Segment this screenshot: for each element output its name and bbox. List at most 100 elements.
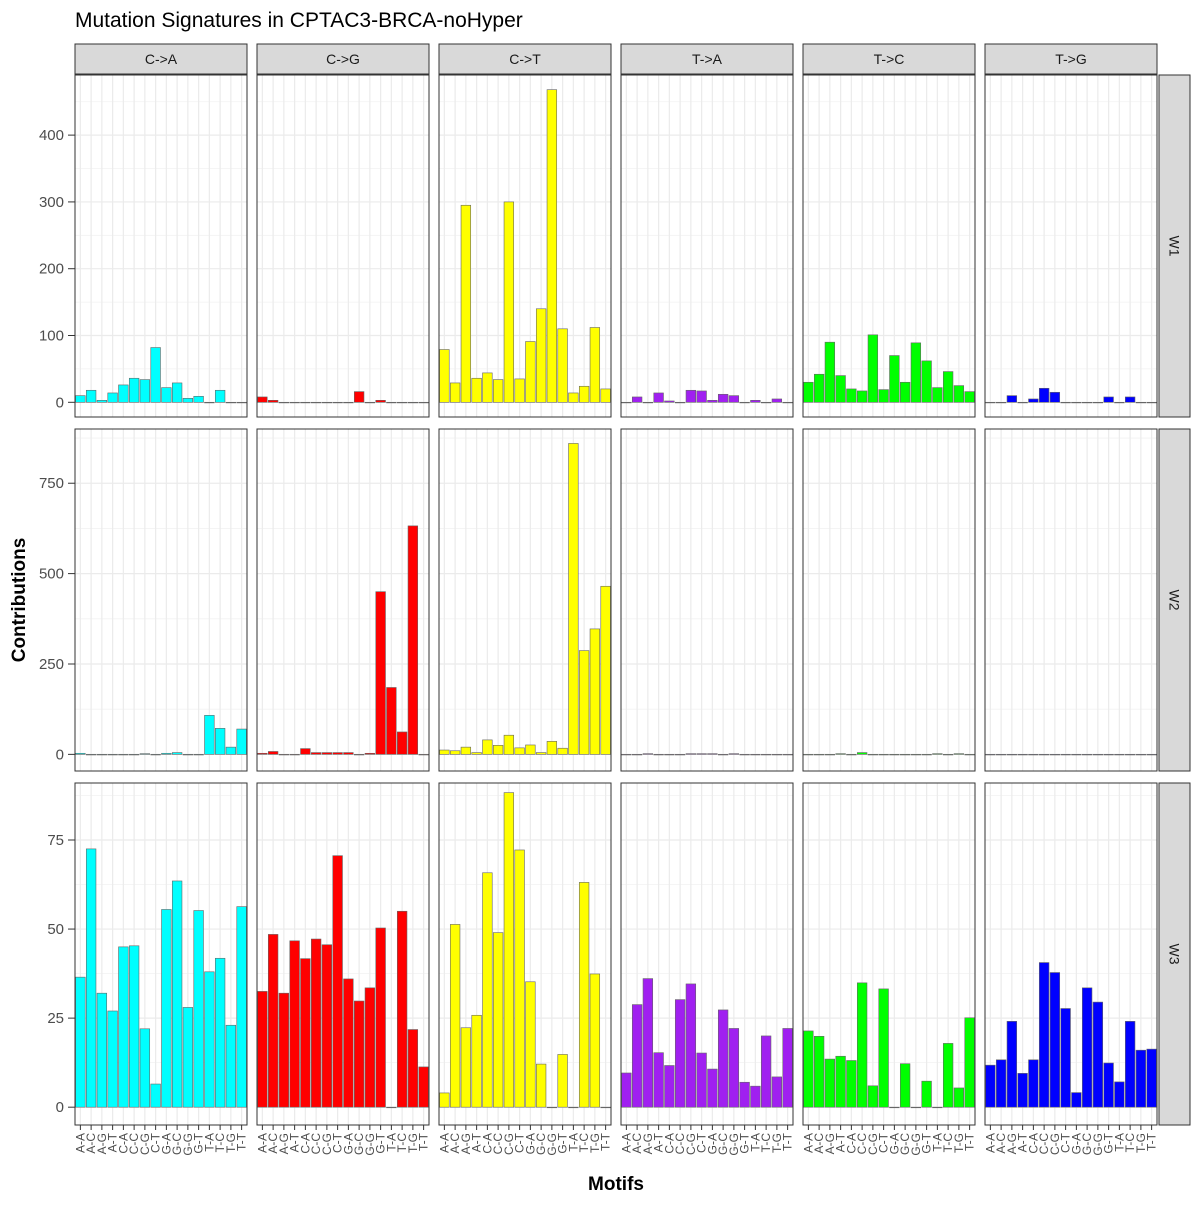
bar bbox=[236, 402, 247, 404]
bar bbox=[1081, 402, 1093, 404]
x-tick-label: A-T bbox=[1016, 1132, 1030, 1152]
panels-layer: C->A C->G C->T T->A T->C T->G W1 0 100 200 300 400 W… bbox=[39, 43, 1191, 1156]
x-tick-label: A-C bbox=[84, 1133, 98, 1154]
x-tick-label: T-T bbox=[599, 1132, 613, 1151]
panel-border bbox=[74, 74, 248, 418]
x-tick-label: G-C bbox=[352, 1133, 366, 1155]
bar bbox=[578, 385, 590, 403]
bar bbox=[375, 400, 386, 403]
bar bbox=[707, 400, 718, 403]
panel-W3-C-to-A bbox=[74, 782, 248, 1126]
y-tick-label: 300 bbox=[39, 194, 64, 211]
bar bbox=[535, 752, 547, 755]
bar bbox=[310, 402, 322, 404]
bar bbox=[856, 982, 868, 1108]
x-tick-label: C-G bbox=[1048, 1133, 1062, 1155]
bar bbox=[771, 1076, 783, 1108]
x-tick-label: T-A bbox=[202, 1133, 216, 1152]
x-tick-label: C-C bbox=[491, 1133, 505, 1155]
bar bbox=[1071, 754, 1082, 756]
panel-W3-T-to-G bbox=[984, 782, 1158, 1126]
x-tick-label: A-G bbox=[1005, 1133, 1019, 1154]
bar bbox=[557, 747, 568, 755]
bar bbox=[578, 882, 590, 1108]
bar bbox=[750, 400, 761, 403]
panel-border bbox=[256, 74, 430, 418]
bar bbox=[878, 754, 889, 756]
bar bbox=[514, 849, 525, 1108]
bar bbox=[321, 402, 333, 404]
bar bbox=[535, 1063, 547, 1108]
bar bbox=[418, 402, 429, 404]
bar bbox=[685, 753, 697, 755]
x-tick-label: T-G bbox=[406, 1133, 420, 1153]
panel-border bbox=[984, 428, 1158, 772]
bar bbox=[1114, 402, 1125, 404]
bar bbox=[867, 754, 879, 756]
bar bbox=[332, 402, 343, 404]
bar bbox=[1092, 754, 1104, 756]
x-tick-label: T-C bbox=[213, 1133, 227, 1153]
bar bbox=[739, 754, 750, 756]
bar bbox=[471, 752, 482, 755]
bar bbox=[118, 754, 129, 756]
bar bbox=[96, 754, 108, 756]
bar bbox=[707, 1068, 718, 1108]
bar bbox=[343, 752, 354, 755]
bar bbox=[332, 855, 343, 1108]
panel-border bbox=[984, 782, 1158, 1126]
bar bbox=[492, 932, 504, 1108]
bar bbox=[631, 754, 643, 756]
bar bbox=[932, 753, 943, 755]
bar bbox=[161, 909, 172, 1108]
bar bbox=[118, 946, 129, 1108]
x-tick-label: C-T bbox=[331, 1132, 345, 1153]
x-tick-label: G-A bbox=[887, 1133, 901, 1154]
bar bbox=[707, 753, 718, 755]
signature-strip-label: W3 bbox=[1167, 944, 1183, 965]
bar bbox=[75, 752, 86, 755]
bar bbox=[589, 973, 601, 1108]
bar bbox=[128, 945, 140, 1108]
bar bbox=[1060, 402, 1071, 404]
bar bbox=[942, 371, 954, 403]
panel-border bbox=[74, 782, 248, 1126]
bar bbox=[386, 1106, 397, 1109]
y-tick-label: 50 bbox=[47, 921, 64, 938]
bar bbox=[150, 1083, 161, 1108]
bar bbox=[578, 650, 590, 755]
x-tick-label: A-A bbox=[73, 1133, 87, 1153]
bar bbox=[942, 754, 954, 756]
bar bbox=[717, 1009, 729, 1108]
bar bbox=[107, 392, 118, 403]
bar bbox=[492, 379, 504, 403]
bar bbox=[375, 591, 386, 755]
bar bbox=[236, 906, 247, 1108]
bar bbox=[289, 754, 300, 756]
bar bbox=[139, 379, 151, 403]
x-tick-label: C-T bbox=[877, 1132, 891, 1153]
bar bbox=[364, 987, 376, 1108]
panel-W1-T-to-C bbox=[802, 74, 976, 418]
bar bbox=[182, 1007, 194, 1108]
y-tick-label: 500 bbox=[39, 566, 64, 583]
bar bbox=[471, 1014, 482, 1108]
x-tick-label: C-C bbox=[309, 1133, 323, 1155]
bar bbox=[503, 792, 515, 1108]
bar bbox=[642, 978, 654, 1108]
bar bbox=[214, 728, 226, 755]
bar bbox=[514, 747, 525, 755]
x-tick-label: T-T bbox=[963, 1132, 977, 1151]
panel-background bbox=[75, 429, 247, 771]
bar bbox=[846, 754, 857, 756]
bar bbox=[161, 752, 172, 755]
x-tick-label: A-A bbox=[255, 1133, 269, 1153]
bar bbox=[568, 1106, 579, 1109]
bar bbox=[771, 754, 783, 756]
facet-strip-label: T->A bbox=[692, 51, 723, 67]
panel-border bbox=[802, 428, 976, 772]
x-tick-label: C-T bbox=[695, 1132, 709, 1153]
bar bbox=[771, 398, 783, 403]
bar bbox=[471, 377, 482, 403]
